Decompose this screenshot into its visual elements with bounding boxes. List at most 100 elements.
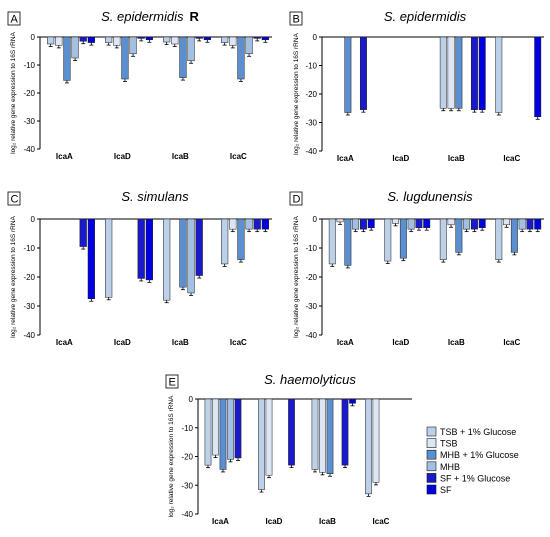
bar-icaa-series-2 xyxy=(344,36,352,113)
error-bar xyxy=(416,227,421,231)
bar-icab-series-2 xyxy=(455,218,463,253)
bar-icab-series-1 xyxy=(447,218,455,226)
legend-label-5: SF xyxy=(440,485,452,495)
legend-swatch-2 xyxy=(426,449,437,460)
panel-letter: D xyxy=(289,191,303,206)
error-bar xyxy=(238,259,243,263)
bar-icac-series-2 xyxy=(510,218,518,253)
error-bar xyxy=(373,482,378,486)
chart-title: S. lugdunensis xyxy=(387,189,473,204)
error-bar xyxy=(48,44,53,47)
bar-icac-series-0 xyxy=(365,398,372,495)
error-bar xyxy=(263,39,268,43)
panel-letter-text: D xyxy=(293,194,301,206)
bar-icac-series-2 xyxy=(237,218,245,260)
panel-letter-box xyxy=(165,374,179,389)
panel-letter: C xyxy=(7,191,21,206)
y-tick-label: -40 xyxy=(181,510,193,519)
category-label-icab: IcaB xyxy=(172,338,189,347)
legend-swatch-3 xyxy=(426,461,437,472)
error-bar xyxy=(259,489,264,493)
y-tick-label: -40 xyxy=(305,147,317,156)
bar-icac-series-5 xyxy=(534,218,542,230)
bar-icac-series-4 xyxy=(253,36,261,39)
bar-icab-series-1 xyxy=(171,36,179,45)
error-bar xyxy=(73,58,78,61)
error-bar xyxy=(236,457,241,461)
chart-panel-c: C S. simulans log₂ relative gene expressio… xyxy=(7,189,272,347)
error-bar xyxy=(106,297,111,301)
error-bar xyxy=(114,45,119,49)
bar-icab-series-4 xyxy=(195,36,203,39)
error-bar xyxy=(131,53,136,57)
bar-icad-series-2 xyxy=(121,36,129,80)
error-bar xyxy=(180,287,185,291)
error-bar xyxy=(343,465,348,469)
error-bar xyxy=(172,44,177,47)
panel-letter-text: C xyxy=(11,194,19,206)
error-bar xyxy=(496,259,501,263)
bar-icaa-series-4 xyxy=(79,36,87,42)
error-bar xyxy=(441,259,446,263)
bar-icad-series-5 xyxy=(145,218,153,281)
error-bar xyxy=(255,38,260,42)
category-label-icac: IcaC xyxy=(503,338,520,347)
y-tick-label: 0 xyxy=(31,215,36,224)
error-bar xyxy=(345,112,350,116)
category-label-icad: IcaD xyxy=(266,517,283,526)
error-bar xyxy=(263,229,268,233)
y-tick-label: -40 xyxy=(23,331,35,340)
y-tick-label: -10 xyxy=(23,61,35,70)
category-label-icab: IcaB xyxy=(172,152,189,161)
panel-letter: B xyxy=(289,11,303,26)
chart-title: S. epidermidis xyxy=(384,9,467,24)
bar-icaa-series-1 xyxy=(336,218,344,223)
error-bar xyxy=(327,473,332,477)
legend-swatch-0 xyxy=(426,426,437,437)
error-bar xyxy=(189,292,194,296)
error-bar xyxy=(456,252,461,256)
bar-icac-series-1 xyxy=(372,398,380,483)
bar-icaa-series-5 xyxy=(87,218,95,299)
error-bar xyxy=(89,298,94,302)
chart-title-suffix: R xyxy=(189,9,199,24)
error-bar xyxy=(247,229,252,233)
error-bar xyxy=(64,80,69,84)
bar-icad-series-0 xyxy=(105,218,113,298)
error-bar xyxy=(220,469,225,473)
legend-label-2: MHB + 1% Glucose xyxy=(440,450,519,460)
error-bar xyxy=(230,45,235,49)
error-bar xyxy=(106,42,111,46)
error-bar xyxy=(139,38,144,42)
bar-icad-series-4 xyxy=(137,218,145,279)
y-tick-label: -20 xyxy=(181,453,193,462)
error-bar xyxy=(222,42,227,46)
error-bar xyxy=(350,403,355,407)
y-axis-label: log₂ relative gene expression to 16S rRN… xyxy=(293,32,300,154)
panel-letter-box xyxy=(289,191,303,206)
error-bar xyxy=(535,116,540,120)
error-bar xyxy=(449,224,454,228)
panel-letter-text: E xyxy=(169,377,176,389)
bar-icab-series-4 xyxy=(470,36,478,110)
bar-icaa-series-4 xyxy=(79,218,87,247)
error-bar xyxy=(238,79,243,82)
y-axis-label: log₂ relative gene expression to 16S rRN… xyxy=(10,31,17,153)
category-label-icab: IcaB xyxy=(448,154,465,163)
y-tick-label: 0 xyxy=(189,395,194,404)
y-tick-label: -10 xyxy=(305,244,317,253)
error-bar xyxy=(330,263,335,267)
bar-icaa-series-3 xyxy=(227,398,234,460)
error-bar xyxy=(147,279,152,283)
category-label-icaa: IcaA xyxy=(337,338,354,347)
bar-icaa-series-2 xyxy=(63,36,71,81)
chart-panel-b: B S. epidermidis log₂ relative gene expres… xyxy=(289,9,544,163)
bar-icad-series-0 xyxy=(105,36,113,43)
bar-icaa-series-3 xyxy=(352,218,360,230)
category-label-icab: IcaB xyxy=(319,517,336,526)
bar-icaa-series-5 xyxy=(367,218,375,228)
error-bar xyxy=(189,60,194,64)
category-label-icaa: IcaA xyxy=(56,152,73,161)
